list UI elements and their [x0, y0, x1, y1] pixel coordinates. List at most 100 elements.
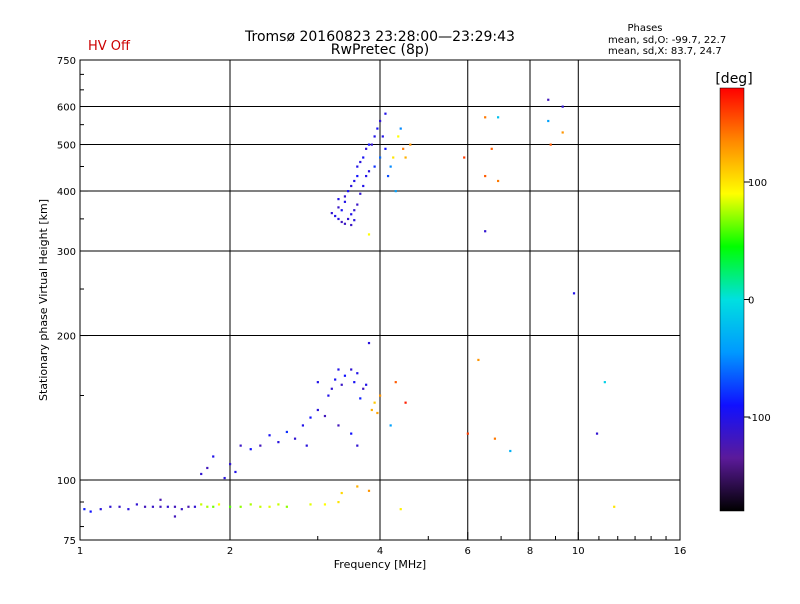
data-point	[277, 503, 280, 506]
data-point	[384, 147, 387, 150]
data-point	[285, 430, 288, 434]
data-point	[350, 184, 353, 188]
colorbar-tick-label: 0	[748, 296, 754, 307]
data-point	[367, 233, 371, 236]
data-point	[173, 515, 177, 518]
data-point	[561, 105, 564, 108]
data-point	[285, 505, 288, 508]
data-point	[118, 505, 121, 508]
data-point	[327, 394, 330, 397]
data-point	[496, 179, 500, 183]
data-point	[613, 505, 616, 508]
data-point	[484, 230, 487, 233]
data-point	[373, 135, 376, 138]
data-point	[399, 508, 402, 511]
data-point	[496, 116, 500, 119]
y-tick-label: 500	[57, 141, 76, 152]
data-point	[379, 394, 382, 397]
data-point	[394, 381, 397, 384]
data-point	[109, 505, 112, 508]
data-point	[356, 444, 359, 447]
data-point	[477, 358, 480, 362]
data-point	[340, 383, 343, 386]
data-point	[340, 220, 343, 224]
data-point	[193, 505, 197, 508]
data-point	[379, 119, 382, 123]
data-point	[384, 112, 387, 115]
data-point	[397, 135, 400, 138]
data-point	[229, 462, 232, 466]
data-point	[367, 170, 371, 173]
data-point	[343, 374, 347, 377]
data-point	[212, 505, 215, 508]
data-point	[89, 510, 92, 513]
data-point	[370, 408, 373, 412]
colorbar-tick-label: -100	[748, 413, 771, 424]
data-point	[394, 190, 397, 193]
data-point	[356, 203, 359, 206]
plot-grid	[80, 60, 680, 540]
phases-x-stats: mean, sd,X: 83.7, 24.7	[608, 46, 722, 57]
data-point	[353, 381, 356, 384]
data-point	[466, 432, 469, 435]
data-point	[259, 444, 262, 447]
data-point	[337, 500, 340, 504]
y-axis: 75 100 200 300 400 500 600 750	[57, 56, 88, 547]
x-axis: 1 2 4 6 8 10 16	[77, 532, 687, 557]
data-point	[323, 503, 327, 506]
y-tick-label: 600	[57, 103, 76, 114]
data-point	[268, 505, 271, 508]
data-point	[249, 448, 252, 451]
data-point	[376, 411, 379, 415]
data-point	[343, 195, 347, 198]
data-point	[212, 455, 215, 458]
data-point	[356, 165, 359, 168]
data-point	[346, 217, 350, 221]
data-point	[373, 401, 376, 404]
x-tick-label: 4	[377, 546, 383, 557]
data-point	[350, 213, 353, 216]
data-point	[330, 212, 333, 215]
hv-status-label: HV Off	[88, 39, 131, 54]
data-point	[187, 505, 190, 508]
data-point	[392, 156, 395, 159]
data-point	[402, 147, 405, 150]
data-point	[353, 179, 356, 183]
data-point	[561, 131, 564, 134]
colorbar-ticks: 100 0 -100	[744, 178, 771, 424]
data-point	[83, 508, 86, 511]
data-point	[340, 491, 343, 495]
y-tick-label: 400	[57, 187, 76, 198]
data-point	[200, 472, 203, 476]
data-point	[463, 156, 466, 159]
data-point	[484, 174, 487, 178]
y-tick-label: 200	[57, 332, 76, 343]
data-points	[83, 98, 616, 518]
data-point	[389, 424, 392, 427]
data-point	[404, 156, 407, 159]
data-point	[509, 449, 512, 453]
data-point	[249, 503, 252, 506]
colorbar-unit-label: [deg]	[715, 71, 752, 87]
data-point	[365, 174, 368, 178]
data-point	[127, 508, 130, 511]
x-axis-label: Frequency [MHz]	[334, 558, 426, 571]
data-point	[350, 368, 353, 371]
data-point	[365, 147, 368, 150]
data-point	[490, 147, 493, 150]
y-axis-label: Stationary phase Virtual Height [km]	[37, 199, 50, 401]
data-point	[305, 444, 308, 447]
data-point	[143, 505, 147, 508]
data-point	[399, 127, 402, 130]
x-tick-label: 16	[674, 546, 687, 557]
data-point	[337, 198, 340, 201]
data-point	[367, 489, 371, 492]
data-point	[277, 441, 280, 444]
data-point	[200, 503, 203, 506]
data-point	[239, 444, 242, 447]
data-point	[234, 470, 237, 474]
x-tick-label: 8	[527, 546, 533, 557]
data-point	[381, 135, 384, 138]
